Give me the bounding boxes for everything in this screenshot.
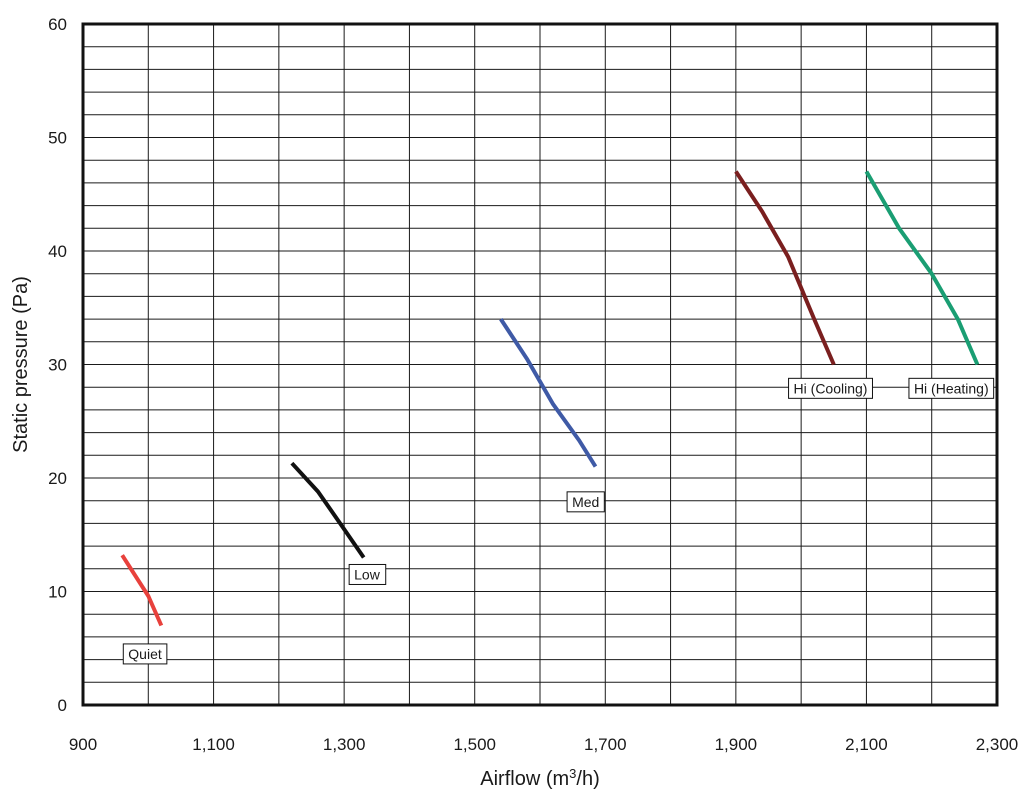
callout-label-hi-heating: Hi (Heating) <box>914 380 989 396</box>
y-tick-label: 10 <box>48 583 67 602</box>
callout-box-med <box>566 491 605 513</box>
y-tick-label: 30 <box>48 356 67 375</box>
series-line-med <box>499 318 598 468</box>
tick-labels: 900 1,100 1,300 1,500 1,700 1,900 2,100 2,300 0 1… <box>48 15 1018 754</box>
callout-box-low <box>348 563 387 585</box>
callout-label-low: Low <box>354 566 381 582</box>
series-curves <box>120 170 980 627</box>
x-axis-title-main: Airflow (m <box>480 768 569 790</box>
x-tick-label: 1,900 <box>715 735 758 754</box>
x-tick-label: 900 <box>69 735 97 754</box>
series-line-quiet <box>120 554 164 627</box>
x-axis-title-tail: /h) <box>576 768 599 790</box>
y-tick-label: 60 <box>48 15 67 34</box>
y-tick-label: 50 <box>48 129 67 148</box>
series-line-hi-cooling <box>734 170 836 366</box>
x-axis-title: Airflow (m3/h) <box>480 766 599 790</box>
callout-label-med: Med <box>572 494 599 510</box>
y-tick-label: 0 <box>58 696 67 715</box>
callout-box-hi-cooling <box>788 377 873 399</box>
x-tick-label: 2,100 <box>845 735 888 754</box>
grid-lines <box>83 24 997 705</box>
x-tick-label: 1,500 <box>453 735 496 754</box>
series-line-low <box>290 461 366 559</box>
x-axis-title-superscript: 3 <box>569 766 576 781</box>
y-tick-label: 20 <box>48 469 67 488</box>
callout-label-hi-cooling: Hi (Cooling) <box>794 380 868 396</box>
x-tick-label: 1,300 <box>323 735 366 754</box>
y-axis-title: Static pressure (Pa) <box>10 276 32 453</box>
callout-quiet: Quiet <box>122 643 168 665</box>
series-line-hi-heating <box>864 170 980 366</box>
callout-box-hi-heating <box>908 377 995 399</box>
series-callouts: Quiet Low Med Hi (Cooling) Hi (Heating) <box>122 377 995 665</box>
plot-area-border <box>81 22 999 707</box>
callout-hi-heating: Hi (Heating) <box>908 377 995 399</box>
x-tick-label: 1,100 <box>192 735 235 754</box>
callout-med: Med <box>566 491 605 513</box>
callout-low: Low <box>348 563 387 585</box>
callout-box-quiet <box>122 643 168 665</box>
callout-label-quiet: Quiet <box>128 646 162 662</box>
callout-hi-cooling: Hi (Cooling) <box>788 377 873 399</box>
y-tick-label: 40 <box>48 242 67 261</box>
x-tick-label: 1,700 <box>584 735 627 754</box>
x-tick-label: 2,300 <box>976 735 1019 754</box>
